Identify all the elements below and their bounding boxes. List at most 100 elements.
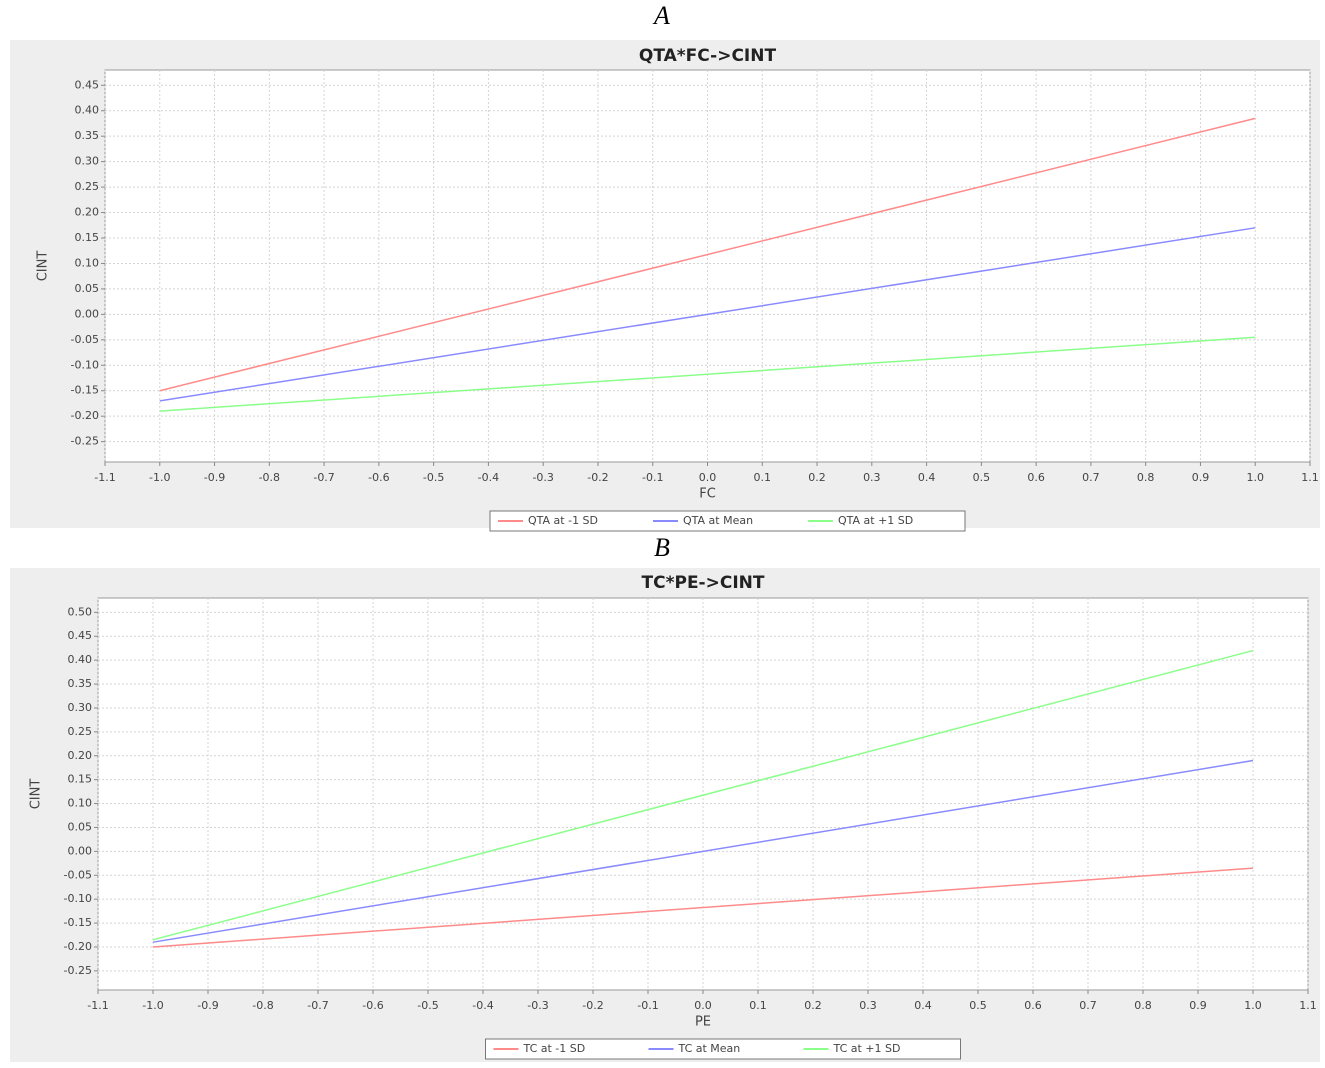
y-tick-label: -0.15 [71,384,99,397]
y-tick-label: 0.40 [68,653,93,666]
legend-box [489,510,966,532]
x-tick-label: -0.1 [642,471,663,484]
legend-label: QTA at -1 SD [528,514,598,527]
x-tick-label: 1.0 [1244,999,1262,1012]
x-tick-label: 0.7 [1079,999,1097,1012]
x-tick-label: 0.7 [1082,471,1100,484]
y-tick-label: 0.15 [68,773,93,786]
x-tick-label: -0.2 [587,471,608,484]
y-tick-label: 0.25 [68,725,93,738]
panel-label: A [652,1,670,30]
y-tick-label: -0.20 [64,940,92,953]
x-tick-label: 0.9 [1192,471,1210,484]
x-tick-label: -0.7 [313,471,334,484]
x-tick-label: 0.6 [1024,999,1042,1012]
y-tick-label: 0.05 [75,282,100,295]
x-tick-label: 0.3 [859,999,877,1012]
y-tick-label: 0.20 [68,749,93,762]
x-tick-label: 0.8 [1134,999,1152,1012]
y-tick-label: -0.25 [71,435,99,448]
x-axis-label: PE [695,1015,711,1030]
y-tick-label: 0.50 [68,605,93,618]
y-tick-label: -0.10 [71,358,99,371]
x-tick-label: 0.2 [804,999,822,1012]
y-tick-label: 0.15 [75,231,100,244]
x-tick-label: 1.1 [1301,471,1319,484]
x-axis-label: FC [699,487,716,502]
x-tick-label: 0.0 [699,471,717,484]
x-tick-label: 0.2 [808,471,826,484]
series-line [152,649,1254,941]
y-tick-label: -0.25 [64,964,92,977]
y-axis-label: CINT [29,779,44,810]
x-tick-label: -0.6 [362,999,383,1012]
y-tick-label: -0.20 [71,409,99,422]
series-line [159,227,1256,402]
x-tick-label: 0.6 [1027,471,1045,484]
y-tick-label: -0.15 [64,916,92,929]
legend-box [485,1038,961,1060]
x-tick-label: -0.7 [307,999,328,1012]
y-tick-label: 0.30 [75,155,100,168]
legend-label: QTA at Mean [683,514,753,527]
legend-label: QTA at +1 SD [838,514,913,527]
y-tick-label: 0.00 [75,307,100,320]
y-tick-label: -0.10 [64,892,92,905]
x-tick-label: -0.8 [259,471,280,484]
x-tick-label: -1.1 [87,999,108,1012]
y-tick-label: 0.35 [68,677,93,690]
x-tick-label: -0.5 [423,471,444,484]
x-tick-label: -0.4 [472,999,493,1012]
x-tick-label: -0.3 [532,471,553,484]
x-tick-label: 1.1 [1299,999,1317,1012]
legend-label: TC at Mean [678,1042,741,1055]
x-tick-label: -0.4 [478,471,499,484]
y-tick-label: -0.05 [71,333,99,346]
legend-label: TC at -1 SD [523,1042,586,1055]
x-tick-label: 0.0 [694,999,712,1012]
x-tick-label: 0.3 [863,471,881,484]
x-tick-label: 0.8 [1137,471,1155,484]
x-tick-label: -1.1 [94,471,115,484]
y-tick-label: 0.45 [75,78,100,91]
series-line [152,759,1254,943]
panel-label: B [654,533,670,562]
y-tick-label: 0.00 [68,844,93,857]
x-tick-label: -0.2 [582,999,603,1012]
y-tick-label: 0.30 [68,701,93,714]
chart-title: TC*PE->CINT [642,573,765,593]
series-line [159,336,1256,412]
y-axis-label: CINT [36,251,51,282]
x-tick-label: -0.9 [204,471,225,484]
x-tick-label: -1.0 [142,999,163,1012]
y-tick-label: 0.05 [68,820,93,833]
x-tick-label: 0.4 [914,999,932,1012]
x-tick-label: -0.9 [197,999,218,1012]
x-tick-label: 0.4 [918,471,936,484]
x-tick-label: -0.5 [417,999,438,1012]
x-tick-label: 0.5 [973,471,991,484]
y-tick-label: 0.25 [75,180,100,193]
y-tick-label: 0.35 [75,129,100,142]
series-line [152,867,1254,948]
y-tick-label: -0.05 [64,868,92,881]
x-tick-label: -0.6 [368,471,389,484]
y-tick-label: 0.40 [75,104,100,117]
x-tick-label: -0.3 [527,999,548,1012]
x-tick-label: -0.1 [637,999,658,1012]
legend-label: TC at +1 SD [833,1042,901,1055]
x-tick-label: 0.9 [1189,999,1207,1012]
x-tick-label: 0.1 [754,471,772,484]
x-tick-label: 1.0 [1246,471,1264,484]
y-tick-label: 0.10 [68,797,93,810]
x-tick-label: 0.1 [749,999,767,1012]
series-line [159,117,1256,392]
y-tick-label: 0.20 [75,206,100,219]
chart-title: QTA*FC->CINT [639,46,777,66]
x-tick-label: -1.0 [149,471,170,484]
x-tick-label: -0.8 [252,999,273,1012]
y-tick-label: 0.45 [68,629,93,642]
x-tick-label: 0.5 [969,999,987,1012]
y-tick-label: 0.10 [75,256,100,269]
